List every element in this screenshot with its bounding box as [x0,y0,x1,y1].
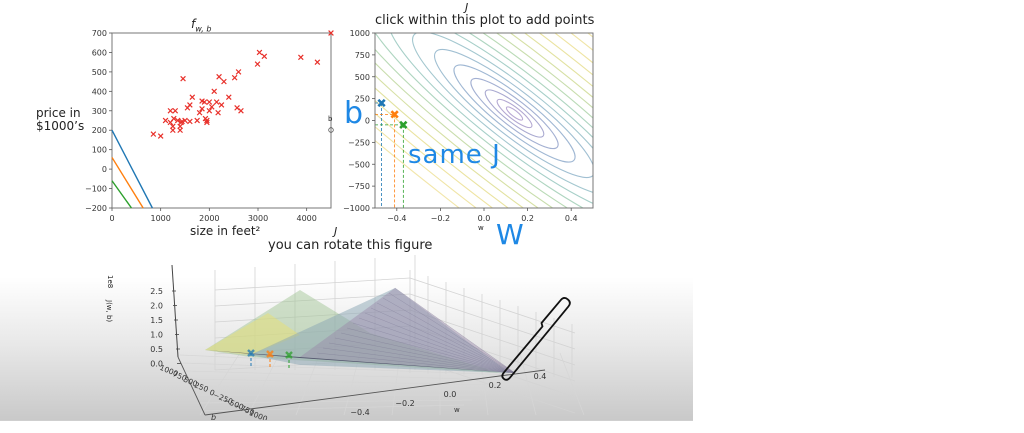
svg-text:0: 0 [109,214,114,223]
model-prediction-lines [111,129,154,209]
model-ylabel-line2: $1000’s [36,119,85,133]
model-x-ticks: 0 1000 2000 3000 4000 [109,208,317,223]
svg-text:0.4: 0.4 [565,214,578,223]
model-edge-marker-icon [328,127,334,133]
model-ylabel-line1: price in [36,106,81,120]
svg-text:−100: −100 [85,185,107,194]
svg-text:2.0: 2.0 [150,302,163,311]
svg-text:b: b [211,413,216,420]
svg-text:600: 600 [92,48,107,57]
model-title-text: f [191,17,196,31]
svg-text:−200: −200 [85,204,107,213]
contour-subtitle: click within this plot to add points [375,13,595,28]
svg-text:−500: −500 [348,160,370,169]
svg-text:−0.4: −0.4 [350,408,369,417]
surface-title: J [334,225,338,238]
contour-x-ticks: −0.4 −0.2 0.0 0.2 0.4 [387,208,578,223]
blank-area [693,0,1024,432]
svg-text:−750: −750 [348,182,370,191]
handwritten-same-j-annotation: same J [408,140,501,170]
svg-text:−0.4: −0.4 [387,214,406,223]
model-data-points [150,30,334,139]
svg-text:100: 100 [92,146,107,155]
video-frame: fw, b price in $1000’s size in feet² 700… [0,0,693,420]
svg-text:4000: 4000 [296,214,316,223]
contour-ylabel: b [328,115,333,123]
handwritten-b-annotation: b [344,96,364,131]
svg-text:200: 200 [92,126,107,135]
svg-text:2000: 2000 [199,214,219,223]
svg-text:0: 0 [102,165,107,174]
surface-subtitle: you can rotate this figure [268,238,433,253]
contour-selected-points[interactable] [375,98,408,208]
surface-mesh [205,287,516,374]
svg-text:250: 250 [193,380,210,394]
svg-text:0.5: 0.5 [150,345,163,354]
svg-text:300: 300 [92,107,107,116]
model-y-ticks: 700 600 500 400 300 200 100 0 −100 −200 [85,29,112,213]
contour-plot[interactable]: J click within this plot to add points w… [328,0,630,251]
svg-text:500: 500 [355,73,370,82]
svg-text:700: 700 [92,29,107,38]
svg-text:250: 250 [355,95,370,104]
svg-text:500: 500 [92,68,107,77]
svg-text:400: 400 [92,87,107,96]
svg-text:0: 0 [365,117,370,126]
surface-markers [247,349,293,369]
model-axes-frame [111,32,332,209]
model-ylabel: price in $1000’s [36,107,84,133]
contour-title: J [465,1,469,14]
surface-plot[interactable]: J you can rotate this figure 1e8 J(w, b)… [0,225,693,420]
svg-text:0.0: 0.0 [150,360,163,369]
svg-text:0.0: 0.0 [478,214,491,223]
pen-cursor-icon [501,297,571,381]
contour-y-ticks: 1000 750 500 250 0 −250 −500 −750 −1000 [343,29,375,213]
surface-canvas[interactable]: 2.52.01.51.00.50.010007505002500−250−500… [0,225,693,420]
model-xlabel: size in feet² [190,224,261,238]
svg-text:1000: 1000 [150,214,170,223]
handwritten-w-annotation: W [496,218,524,251]
contour-axes-bg [375,33,593,208]
svg-text:3000: 3000 [248,214,268,223]
svg-text:1.5: 1.5 [150,316,163,325]
svg-text:w: w [454,406,460,414]
svg-text:0.0: 0.0 [444,390,457,399]
model-plot-title: fw, b [191,17,211,33]
contour-xlabel: w [478,224,484,232]
svg-text:2.5: 2.5 [150,287,163,296]
model-plot: fw, b price in $1000’s size in feet² 700… [0,0,340,240]
svg-text:1.0: 1.0 [150,331,163,340]
bottom-strip [0,420,693,433]
model-title-subscript: w, b [195,24,212,34]
svg-text:−1000: −1000 [343,204,370,213]
svg-text:0.2: 0.2 [521,214,534,223]
svg-text:1000: 1000 [350,29,370,38]
svg-text:0.4: 0.4 [534,372,547,381]
contour-canvas[interactable]: 1000 750 500 250 0 −250 −500 −750 −1000 −0.4 −0.2… [330,0,630,250]
svg-text:0.2: 0.2 [489,381,502,390]
svg-text:750: 750 [355,51,370,60]
svg-text:−0.2: −0.2 [431,214,450,223]
svg-text:−0.2: −0.2 [395,399,414,408]
contour-lines [375,33,593,208]
svg-text:−250: −250 [348,138,370,147]
svg-text:0: 0 [208,388,216,398]
